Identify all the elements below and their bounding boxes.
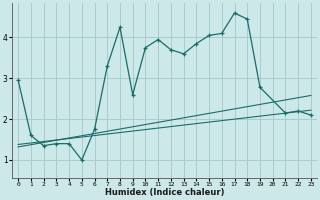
X-axis label: Humidex (Indice chaleur): Humidex (Indice chaleur) <box>105 188 224 197</box>
